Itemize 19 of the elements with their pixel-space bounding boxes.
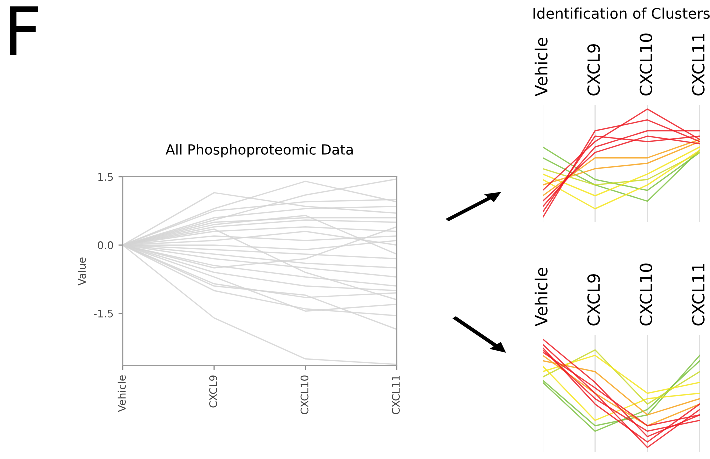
y-axis-title: Value — [78, 258, 86, 286]
text: F — [10, 6, 38, 56]
x-tick-label: CXCL10 — [640, 34, 653, 96]
chart-title: All Phosphoproteomic Data — [166, 144, 353, 158]
y-tick-label: -1.5 — [94, 310, 114, 318]
x-tick-label: Vehicle — [534, 268, 548, 327]
x-tick-label: Vehicle — [118, 376, 126, 412]
x-tick-label: CXCL9 — [588, 44, 600, 96]
y-tick-label: 1.5 — [98, 173, 114, 182]
x-tick-label: CXCL9 — [588, 274, 600, 326]
x-tick-label: CXCL10 — [640, 264, 653, 326]
chart-title: Identification of Clusters — [534, 8, 710, 20]
x-tick-label: CXCL11 — [392, 376, 400, 414]
x-tick-label: CXCL11 — [692, 34, 705, 96]
x-tick-label: Vehicle — [534, 38, 548, 97]
x-tick-label: CXCL11 — [692, 264, 705, 326]
x-tick-label: CXCL9 — [209, 376, 218, 408]
y-tick-label: 0.0 — [98, 242, 114, 250]
x-tick-label: CXCL10 — [300, 376, 309, 414]
